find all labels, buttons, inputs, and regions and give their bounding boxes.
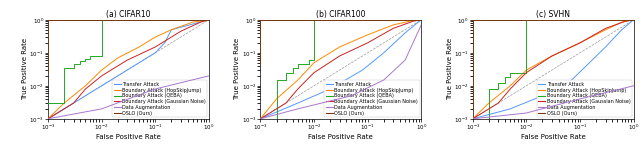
X-axis label: False Positive Rate: False Positive Rate (521, 134, 586, 140)
Y-axis label: True Positive Rate: True Positive Rate (234, 38, 241, 100)
Legend: Transfer Attack, Boundary Attack (HopSkipJump), Boundary Attack (QEBA), Boundary: Transfer Attack, Boundary Attack (HopSki… (324, 80, 420, 117)
X-axis label: False Positive Rate: False Positive Rate (308, 134, 373, 140)
Legend: Transfer Attack, Boundary Attack (HopSkipJump), Boundary Attack (QEBA), Boundary: Transfer Attack, Boundary Attack (HopSki… (537, 80, 632, 117)
Title: (b) CIFAR100: (b) CIFAR100 (316, 10, 365, 19)
Legend: Transfer Attack, Boundary Attack (HopSkipJump), Boundary Attack (QEBA), Boundary: Transfer Attack, Boundary Attack (HopSki… (112, 80, 207, 117)
Y-axis label: True Positive Rate: True Positive Rate (22, 38, 28, 100)
Title: (a) CIFAR10: (a) CIFAR10 (106, 10, 150, 19)
X-axis label: False Positive Rate: False Positive Rate (96, 134, 161, 140)
Title: (c) SVHN: (c) SVHN (536, 10, 570, 19)
Y-axis label: True Positive Rate: True Positive Rate (447, 38, 452, 100)
